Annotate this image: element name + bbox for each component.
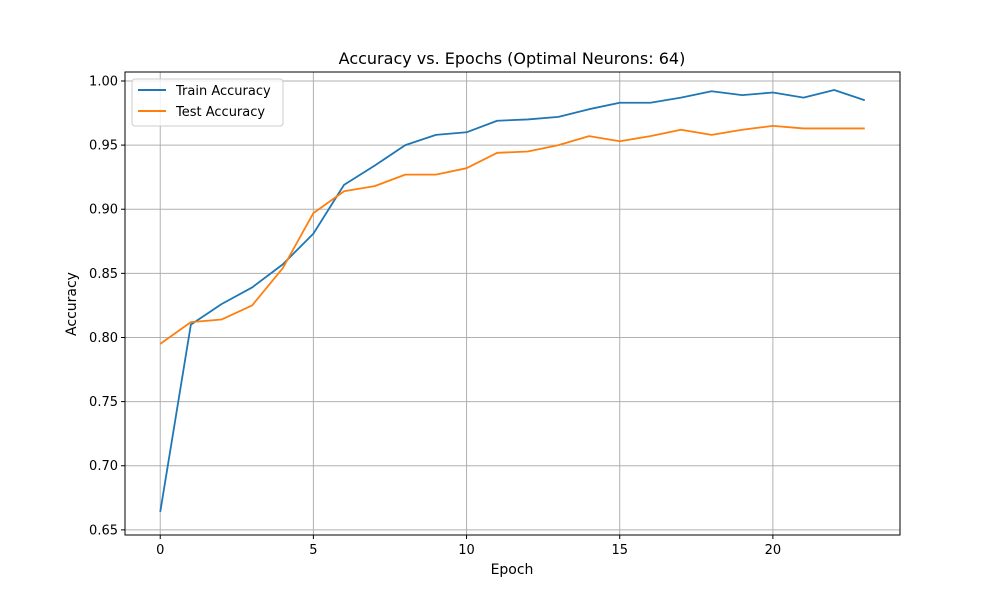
y-tick-label: 0.95 <box>89 139 118 154</box>
grid-lines <box>125 72 900 535</box>
chart-title: Accuracy vs. Epochs (Optimal Neurons: 64… <box>339 49 686 68</box>
series-layer <box>159 89 866 513</box>
y-tick-label: 0.90 <box>89 203 118 218</box>
y-axis-ticks: 0.65 0.70 0.75 0.80 0.85 0.90 0.95 1.00 <box>89 74 125 538</box>
x-axis-ticks: 0 5 10 15 20 <box>156 535 781 558</box>
y-axis-label: Accuracy <box>64 272 80 336</box>
y-tick-label: 1.00 <box>89 74 118 89</box>
series-line-test-accuracy <box>159 124 865 345</box>
x-tick-label: 10 <box>458 543 475 558</box>
plot-area-frame <box>124 71 901 536</box>
legend: Train Accuracy Test Accuracy <box>131 78 284 127</box>
y-tick-label: 0.85 <box>89 267 118 282</box>
x-axis-label: Epoch <box>491 562 534 578</box>
y-tick-label: 0.70 <box>89 459 118 474</box>
legend-label-test-accuracy: Test Accuracy <box>175 105 265 120</box>
y-tick-label: 0.65 <box>89 523 118 538</box>
series-line-train-accuracy <box>159 89 866 513</box>
x-tick-label: 20 <box>765 543 782 558</box>
x-tick-label: 0 <box>156 543 164 558</box>
y-tick-label: 0.80 <box>89 331 118 346</box>
legend-label-train-accuracy: Train Accuracy <box>175 84 271 99</box>
legend-box <box>131 78 284 127</box>
x-tick-label: 15 <box>611 543 628 558</box>
y-tick-label: 0.75 <box>89 395 118 410</box>
x-tick-label: 5 <box>309 543 317 558</box>
